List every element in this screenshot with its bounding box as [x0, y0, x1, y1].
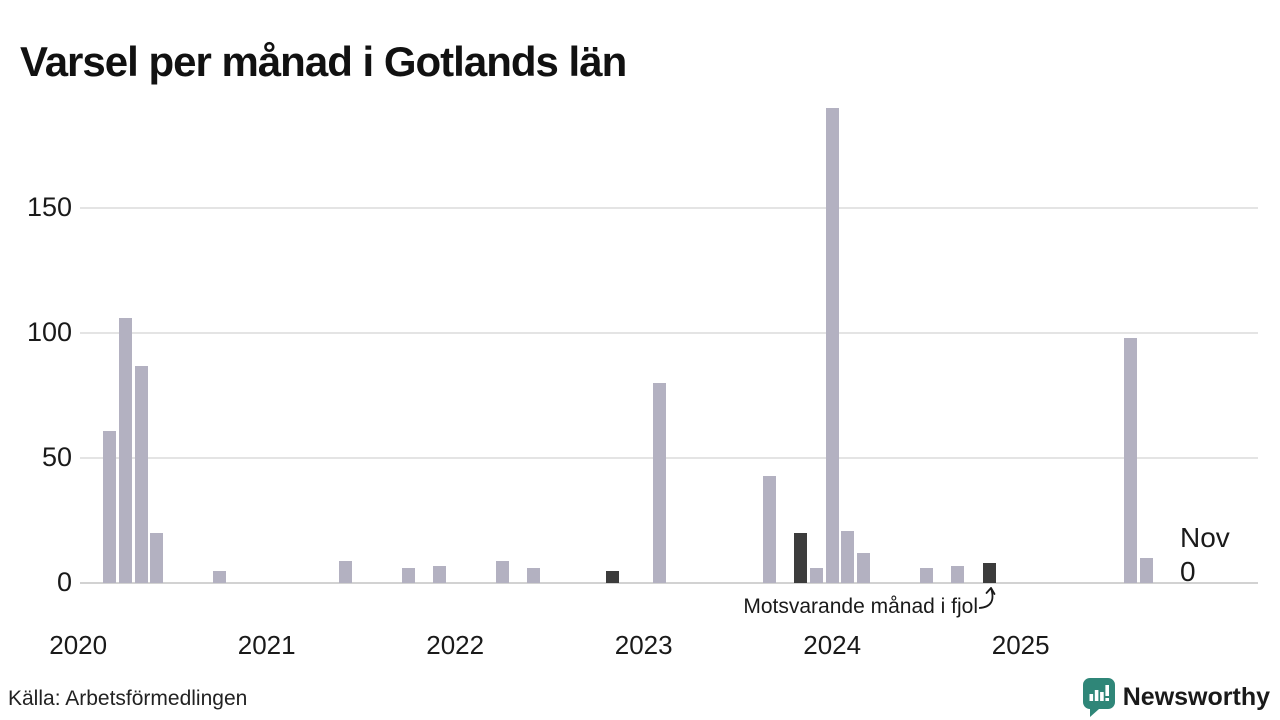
- latest-value-label: Nov 0: [1180, 521, 1230, 589]
- bar-2024-07: [919, 568, 933, 583]
- annotation-arrow-icon: [978, 587, 996, 609]
- latest-month-value: 0: [1180, 556, 1196, 587]
- y-axis-tick-label: 150: [26, 192, 72, 222]
- x-axis-year-label: 2024: [803, 630, 862, 660]
- bar-2021-12: [433, 565, 446, 583]
- bar-2020-10: [213, 570, 227, 583]
- newsworthy-logo-text: Newsworthy: [1122, 683, 1270, 711]
- y-axis-tick-label: 50: [41, 442, 72, 472]
- bar-2025-09: [1139, 558, 1153, 583]
- bar-2024-03: [857, 553, 871, 583]
- bar-highlight-2024-11: [982, 563, 996, 583]
- x-axis-line: [80, 582, 1258, 584]
- bar-highlight-2022-11: [605, 570, 619, 583]
- bar-2023-09: [762, 475, 776, 583]
- bar-2020-04: [118, 318, 132, 583]
- bar-2024-09: [951, 565, 965, 583]
- bar-2023-02: [652, 383, 666, 583]
- highlight-annotation-label: Motsvarande månad i fjol: [743, 595, 978, 618]
- newsworthy-logo: Newsworthy: [1082, 678, 1270, 717]
- newsworthy-bubble-chart-icon: [1082, 678, 1115, 717]
- bar-2024-02: [841, 530, 855, 583]
- bar-2024-01: [825, 108, 839, 583]
- bar-2020-03: [103, 430, 117, 583]
- x-axis-year-label: 2022: [426, 630, 485, 660]
- source-caption: Källa: Arbetsförmedlingen: [8, 687, 248, 710]
- bar-2022-04: [495, 560, 509, 583]
- bar-2021-10: [401, 568, 415, 583]
- bar-2021-06: [338, 560, 352, 583]
- x-axis-year-label: 2025: [991, 630, 1050, 660]
- bar-2020-05: [134, 365, 148, 583]
- y-axis-tick-label: 0: [56, 567, 72, 597]
- bar-2023-12: [810, 568, 823, 583]
- x-axis-year-label: 2023: [614, 630, 673, 660]
- x-axis-year-label: 2021: [237, 630, 296, 660]
- y-gridline: [80, 457, 1258, 459]
- bar-highlight-2023-11: [794, 533, 808, 583]
- chart-title: Varsel per månad i Gotlands län: [20, 38, 627, 86]
- bar-2020-06: [150, 533, 164, 583]
- y-gridline: [80, 332, 1258, 334]
- latest-month-name: Nov: [1180, 522, 1230, 553]
- y-gridline: [80, 207, 1258, 209]
- x-axis-year-label: 2020: [49, 630, 108, 660]
- y-axis-tick-label: 100: [26, 317, 72, 347]
- bar-2025-08: [1124, 338, 1138, 583]
- bar-2022-06: [527, 568, 541, 583]
